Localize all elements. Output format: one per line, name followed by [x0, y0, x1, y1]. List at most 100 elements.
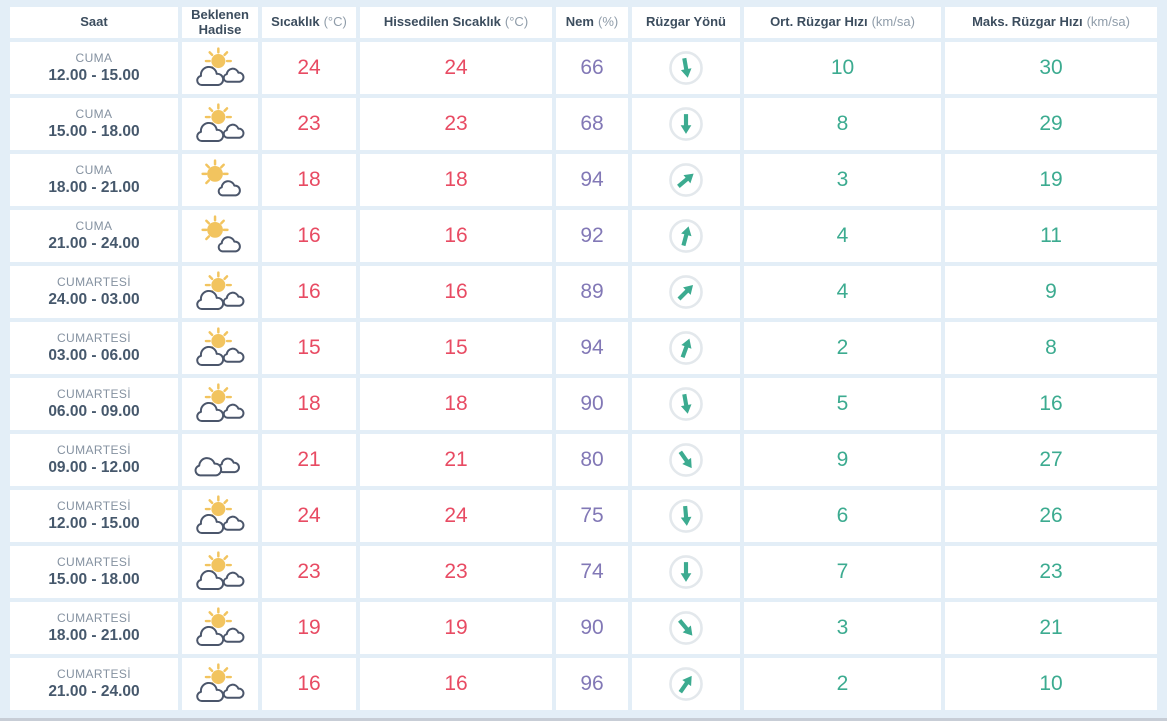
humidity-value: 92 — [580, 224, 604, 247]
time-range-label: 09.00 - 12.00 — [48, 458, 140, 476]
humidity-value: 74 — [580, 560, 604, 583]
feels-like-value: 23 — [444, 560, 468, 583]
avg-wind-speed-value: 4 — [836, 224, 849, 247]
time-cell: CUMARTESİ 15.00 - 18.00 — [10, 546, 178, 598]
avg-wind-speed-value: 4 — [836, 280, 849, 303]
wind-direction-arrow-icon — [667, 609, 705, 647]
avg-wind-speed-cell: 7 — [744, 546, 941, 598]
temperature-cell: 18 — [262, 378, 356, 430]
column-header-unit: (km/sa) — [871, 14, 915, 30]
wind-direction-cell — [632, 378, 740, 430]
sun-two-clouds-icon — [191, 102, 249, 146]
temperature-cell: 19 — [262, 602, 356, 654]
wind-direction-cell — [632, 602, 740, 654]
max-wind-speed-value: 16 — [1039, 392, 1063, 415]
max-wind-speed-cell: 11 — [945, 210, 1157, 262]
sun-two-clouds-icon — [191, 550, 249, 594]
time-cell: CUMARTESİ 03.00 - 06.00 — [10, 322, 178, 374]
wind-direction-arrow-icon — [667, 385, 705, 423]
sun-cloud-icon — [191, 158, 249, 202]
avg-wind-speed-cell: 5 — [744, 378, 941, 430]
max-wind-speed-cell: 10 — [945, 658, 1157, 710]
max-wind-speed-value: 30 — [1039, 56, 1063, 79]
humidity-value: 90 — [580, 616, 604, 639]
time-range-label: 18.00 - 21.00 — [48, 178, 140, 196]
humidity-cell: 89 — [556, 266, 628, 318]
avg-wind-speed-cell: 10 — [744, 42, 941, 94]
wind-direction-cell — [632, 210, 740, 262]
humidity-cell: 94 — [556, 154, 628, 206]
humidity-value: 94 — [580, 168, 604, 191]
condition-cell — [182, 98, 258, 150]
feels-like-value: 16 — [444, 224, 468, 247]
wind-direction-cell — [632, 154, 740, 206]
feels-like-value: 18 — [444, 168, 468, 191]
sun-two-clouds-icon — [191, 270, 249, 314]
time-range-label: 12.00 - 15.00 — [48, 514, 140, 532]
feels-like-cell: 23 — [360, 546, 552, 598]
day-label: CUMA — [75, 218, 113, 233]
temperature-cell: 16 — [262, 266, 356, 318]
column-header-label: Hissedilen Sıcaklık — [383, 14, 501, 30]
max-wind-speed-cell: 30 — [945, 42, 1157, 94]
column-header-saat: Saat — [10, 7, 178, 38]
wind-direction-arrow-icon — [667, 49, 705, 87]
wind-direction-arrow-icon — [667, 497, 705, 535]
feels-like-cell: 19 — [360, 602, 552, 654]
day-label: CUMA — [75, 50, 113, 65]
column-header-label: Nem — [565, 14, 594, 30]
wind-direction-cell — [632, 42, 740, 94]
feels-like-value: 24 — [444, 56, 468, 79]
table-row: CUMA 12.00 - 15.00 24 24 66 10 30 — [10, 42, 1157, 94]
temperature-cell: 15 — [262, 322, 356, 374]
condition-cell — [182, 378, 258, 430]
humidity-cell: 94 — [556, 322, 628, 374]
sun-two-clouds-icon — [191, 494, 249, 538]
avg-wind-speed-value: 5 — [836, 392, 849, 415]
avg-wind-speed-cell: 2 — [744, 658, 941, 710]
feels-like-cell: 16 — [360, 266, 552, 318]
avg-wind-speed-value: 8 — [836, 112, 849, 135]
max-wind-speed-cell: 29 — [945, 98, 1157, 150]
avg-wind-speed-cell: 9 — [744, 434, 941, 486]
column-header-ruzgar-yonu: Rüzgar Yönü — [632, 7, 740, 38]
wind-direction-cell — [632, 266, 740, 318]
humidity-cell: 80 — [556, 434, 628, 486]
column-header-nem: Nem (%) — [556, 7, 628, 38]
time-cell: CUMA 21.00 - 24.00 — [10, 210, 178, 262]
feels-like-cell: 16 — [360, 658, 552, 710]
condition-cell — [182, 210, 258, 262]
humidity-value: 90 — [580, 392, 604, 415]
feels-like-value: 21 — [444, 448, 468, 471]
day-label: CUMA — [75, 162, 113, 177]
humidity-value: 80 — [580, 448, 604, 471]
wind-direction-arrow-icon — [667, 665, 705, 703]
condition-cell — [182, 490, 258, 542]
sun-two-clouds-icon — [191, 326, 249, 370]
temperature-value: 16 — [297, 224, 321, 247]
max-wind-speed-value: 11 — [1040, 224, 1062, 247]
temperature-value: 15 — [297, 336, 321, 359]
sun-two-clouds-icon — [191, 382, 249, 426]
temperature-cell: 23 — [262, 546, 356, 598]
humidity-value: 66 — [580, 56, 604, 79]
max-wind-speed-value: 27 — [1039, 448, 1063, 471]
wind-direction-arrow-icon — [667, 105, 705, 143]
day-label: CUMARTESİ — [56, 498, 132, 513]
feels-like-value: 15 — [444, 336, 468, 359]
max-wind-speed-cell: 8 — [945, 322, 1157, 374]
temperature-value: 23 — [297, 560, 321, 583]
table-row: CUMA 15.00 - 18.00 23 23 68 8 29 — [10, 98, 1157, 150]
time-cell: CUMARTESİ 06.00 - 09.00 — [10, 378, 178, 430]
day-label: CUMA — [75, 106, 113, 121]
avg-wind-speed-value: 9 — [836, 448, 849, 471]
feels-like-cell: 18 — [360, 378, 552, 430]
avg-wind-speed-cell: 6 — [744, 490, 941, 542]
wind-direction-arrow-icon — [667, 329, 705, 367]
humidity-value: 94 — [580, 336, 604, 359]
time-range-label: 06.00 - 09.00 — [48, 402, 140, 420]
wind-direction-arrow-icon — [667, 161, 705, 199]
humidity-cell: 66 — [556, 42, 628, 94]
bottom-divider — [0, 718, 1167, 721]
table-row: CUMARTESİ 24.00 - 03.00 16 16 89 4 9 — [10, 266, 1157, 318]
